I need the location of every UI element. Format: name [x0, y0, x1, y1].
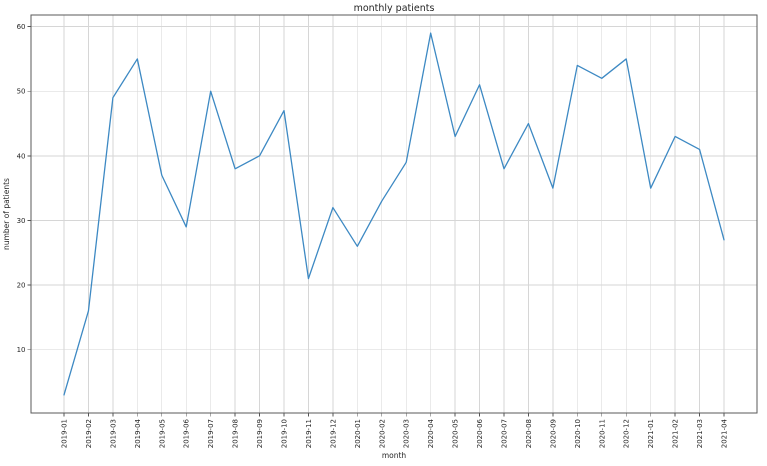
data-line-series: [63, 32, 725, 396]
x-tick-label: 2020-02: [378, 419, 386, 448]
x-tick-label: 2019-12: [329, 419, 337, 448]
x-tick-label: 2020-06: [476, 418, 484, 448]
x-tick-label: 2019-11: [305, 419, 313, 448]
x-tick-label: 2019-03: [109, 419, 117, 448]
x-tick-label: 2021-04: [721, 418, 729, 448]
x-axis-label: month: [382, 451, 407, 460]
x-tick-label: 2020-10: [574, 419, 582, 448]
x-tick-label: 2021-02: [672, 419, 680, 448]
x-tick-label: 2020-08: [525, 419, 533, 448]
x-tick-label: 2020-07: [501, 419, 509, 448]
x-tick-label: 2019-07: [207, 419, 215, 448]
y-tick-label: 20: [17, 282, 26, 290]
x-tick-label: 2020-11: [598, 419, 606, 448]
x-tick-label: 2020-01: [354, 419, 362, 448]
x-tick-label: 2021-01: [647, 419, 655, 448]
x-tick-label: 2019-04: [134, 418, 142, 448]
x-tick-label: 2020-05: [452, 419, 460, 448]
x-tick-label: 2019-06: [183, 418, 191, 448]
x-tick-label: 2019-09: [256, 419, 264, 448]
x-tick-label: 2020-09: [549, 419, 557, 448]
x-tick-label: 2020-03: [403, 419, 411, 448]
y-tick-label: 40: [17, 152, 26, 160]
y-tick-label: 10: [17, 346, 26, 354]
y-axis-label: number of patients: [2, 178, 11, 250]
x-tick-label: 2019-10: [281, 419, 289, 448]
y-tick-label: 50: [17, 88, 26, 96]
x-tick-label: 2019-08: [232, 419, 240, 448]
x-tick-label: 2020-12: [623, 419, 631, 448]
x-tick-label: 2019-05: [158, 419, 166, 448]
chart-title: monthly patients: [354, 3, 435, 14]
plot-area: 2019-01 2019-02 2019-03 2019-04 2019-05 2019-…: [17, 14, 758, 448]
x-tick-label: 2019-01: [61, 419, 69, 448]
x-tick-label: 2021-03: [696, 419, 704, 448]
x-tick-label: 2020-04: [427, 418, 435, 448]
plot-border: [30, 14, 758, 414]
y-tick-label: 60: [17, 23, 26, 31]
x-tick-label: 2019-02: [85, 419, 93, 448]
y-tick-label: 30: [17, 217, 26, 225]
